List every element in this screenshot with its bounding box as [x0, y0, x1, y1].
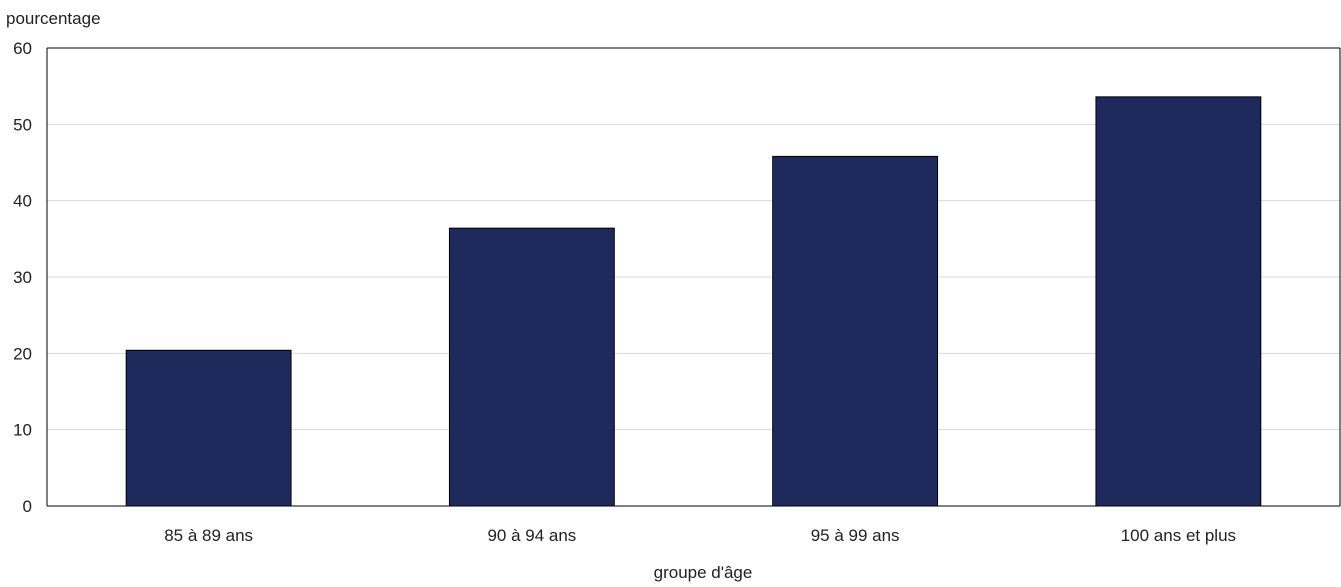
y-axis-title: pourcentage [6, 9, 101, 28]
y-tick-label: 60 [13, 39, 32, 58]
x-tick-label: 95 à 99 ans [811, 526, 900, 545]
y-tick-labels: 0 10 20 30 40 50 60 [13, 39, 32, 516]
bar [125, 349, 292, 507]
y-tick-label: 0 [23, 497, 32, 516]
axes [46, 47, 1341, 507]
x-tick-label: 90 à 94 ans [487, 526, 576, 545]
y-tick-label: 10 [13, 421, 32, 440]
x-axis-title: groupe d'âge [654, 563, 753, 582]
y-tick-label: 30 [13, 268, 32, 287]
x-tick-labels: 85 à 89 ans 90 à 94 ans 95 à 99 ans 100 ans… [164, 526, 1236, 545]
bar [772, 155, 939, 507]
y-tick-label: 40 [13, 192, 32, 211]
y-tick-label: 50 [13, 115, 32, 134]
bar [448, 227, 615, 507]
y-tick-label: 20 [13, 344, 32, 363]
bars [125, 96, 1262, 507]
x-tick-label: 100 ans et plus [1121, 526, 1236, 545]
x-tick-label: 85 à 89 ans [164, 526, 253, 545]
bar [1095, 96, 1262, 507]
